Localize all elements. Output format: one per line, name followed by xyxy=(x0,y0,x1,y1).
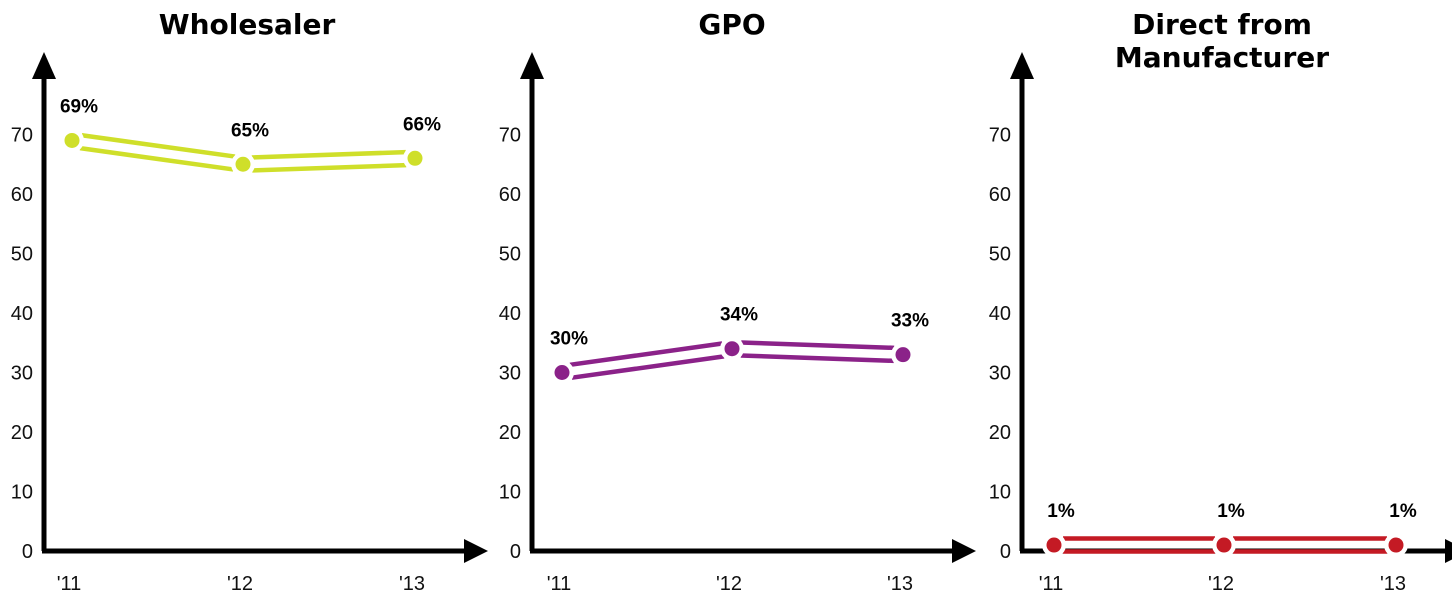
data-point xyxy=(1388,537,1404,553)
x-axis-arrowhead xyxy=(1445,539,1452,563)
chart-title: Wholesaler xyxy=(159,8,336,41)
y-axis-arrowhead xyxy=(520,52,544,79)
y-tick-label: 70 xyxy=(989,125,1011,147)
y-tick-label: 60 xyxy=(499,184,521,206)
data-point xyxy=(64,132,80,148)
chart-panel-1: Wholesaler 0 10 20 30 40 50 60 70 '11 '12 '13 69% 65%… xyxy=(11,8,488,595)
x-tick-label: '12 xyxy=(1208,573,1234,595)
y-axis-arrowhead xyxy=(1010,52,1034,79)
y-tick-label: 30 xyxy=(989,363,1011,385)
series-line-rail xyxy=(740,353,894,364)
data-label: 1% xyxy=(1217,501,1245,522)
x-axis-arrowhead xyxy=(952,539,976,563)
data-point xyxy=(724,341,740,357)
y-tick-label: 70 xyxy=(499,125,521,147)
x-axis-arrowhead xyxy=(464,539,488,563)
x-tick-label: '13 xyxy=(1380,573,1406,595)
x-tick-label: '11 xyxy=(57,573,82,595)
chart-panel-2: GPO 0 10 20 30 40 50 60 70 '11 '12 '13 30% 34% 33% xyxy=(499,8,976,595)
series-line-rail xyxy=(569,341,723,368)
data-point xyxy=(1216,537,1232,553)
y-tick-label: 30 xyxy=(499,363,521,385)
data-label: 65% xyxy=(231,120,269,141)
y-tick-label: 20 xyxy=(989,422,1011,444)
series-line-rail xyxy=(81,133,236,159)
y-tick-label: 0 xyxy=(1000,541,1011,563)
data-point xyxy=(1046,537,1062,553)
y-tick-label: 50 xyxy=(499,244,521,266)
x-tick-label: '11 xyxy=(547,573,572,595)
y-tick-label: 20 xyxy=(499,422,521,444)
x-tick-label: '12 xyxy=(227,573,253,595)
y-tick-label: 20 xyxy=(11,422,33,444)
y-tick-label: 10 xyxy=(11,482,33,504)
series-line-rail xyxy=(251,149,406,160)
y-tick-label: 60 xyxy=(989,184,1011,206)
x-tick-label: '13 xyxy=(887,573,913,595)
data-label: 1% xyxy=(1047,501,1075,522)
series-line-rail xyxy=(252,162,407,173)
data-point xyxy=(554,365,570,380)
y-tick-label: 60 xyxy=(11,184,33,206)
data-label: 1% xyxy=(1389,501,1417,522)
chart-title: Manufacturer xyxy=(1115,41,1329,74)
chart-title: GPO xyxy=(698,8,765,41)
y-tick-label: 40 xyxy=(989,303,1011,325)
y-tick-label: 0 xyxy=(22,541,33,563)
series-line-rail xyxy=(741,340,895,351)
y-tick-label: 40 xyxy=(499,303,521,325)
data-label: 66% xyxy=(403,114,441,135)
y-tick-label: 70 xyxy=(11,125,33,147)
x-tick-label: '13 xyxy=(399,573,425,595)
series-line-rail xyxy=(571,354,725,380)
y-tick-label: 40 xyxy=(11,303,33,325)
data-label: 69% xyxy=(60,96,98,117)
data-label: 33% xyxy=(891,311,929,332)
y-tick-label: 50 xyxy=(11,244,33,266)
y-tick-label: 10 xyxy=(989,482,1011,504)
y-tick-label: 10 xyxy=(499,482,521,504)
data-point xyxy=(407,150,423,166)
data-point xyxy=(895,347,911,363)
y-tick-label: 0 xyxy=(510,541,521,563)
series-line-rail xyxy=(79,145,234,172)
y-tick-label: 50 xyxy=(989,244,1011,266)
y-axis-arrowhead xyxy=(32,52,56,79)
data-label: 34% xyxy=(720,305,758,326)
x-tick-label: '12 xyxy=(716,573,742,595)
x-tick-label: '11 xyxy=(1039,573,1064,595)
data-point xyxy=(235,156,251,172)
y-tick-label: 30 xyxy=(11,363,33,385)
chart-title: Direct from xyxy=(1132,8,1312,41)
data-label: 30% xyxy=(550,329,588,350)
